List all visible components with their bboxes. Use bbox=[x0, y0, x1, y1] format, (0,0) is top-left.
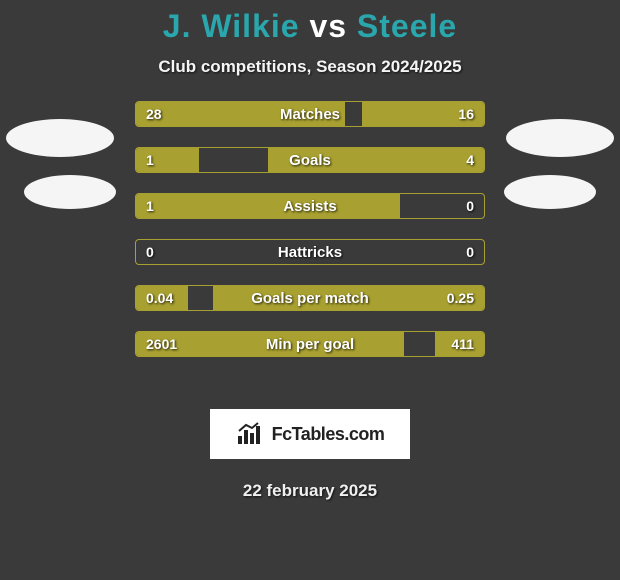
bar-right-fill bbox=[268, 148, 484, 172]
brand-text: FcTables.com bbox=[272, 424, 385, 445]
stat-value-left: 0 bbox=[146, 240, 154, 264]
player2-avatar-placeholder bbox=[506, 119, 614, 157]
brand-badge: FcTables.com bbox=[210, 409, 410, 459]
comparison-widget: J. Wilkie vs Steele Club competitions, S… bbox=[0, 0, 620, 501]
stat-row: 1Assists0 bbox=[135, 193, 485, 219]
bar-left-fill bbox=[136, 102, 345, 126]
player1-avatar-placeholder bbox=[6, 119, 114, 157]
bar-left-fill bbox=[136, 332, 404, 356]
date-text: 22 february 2025 bbox=[0, 481, 620, 501]
stat-row: 2601Min per goal411 bbox=[135, 331, 485, 357]
bars-container: 28Matches161Goals41Assists00Hattricks00.… bbox=[135, 101, 485, 377]
vs-text: vs bbox=[309, 8, 347, 44]
player1-club-placeholder bbox=[24, 175, 116, 209]
title: J. Wilkie vs Steele bbox=[0, 8, 620, 45]
chart-area: 28Matches161Goals41Assists00Hattricks00.… bbox=[0, 119, 620, 399]
bar-right-fill bbox=[362, 102, 484, 126]
bar-left-fill bbox=[136, 194, 400, 218]
bar-left-fill bbox=[136, 286, 188, 310]
bar-left-fill bbox=[136, 148, 199, 172]
brand-chart-icon bbox=[236, 422, 266, 446]
bar-right-fill bbox=[213, 286, 484, 310]
stat-row: 1Goals4 bbox=[135, 147, 485, 173]
stat-value-right: 0 bbox=[466, 194, 474, 218]
bar-right-fill bbox=[435, 332, 484, 356]
stat-value-right: 0 bbox=[466, 240, 474, 264]
stat-row: 0Hattricks0 bbox=[135, 239, 485, 265]
player1-name: J. Wilkie bbox=[163, 8, 300, 44]
stat-category: Hattricks bbox=[136, 240, 484, 264]
player2-name: Steele bbox=[357, 8, 457, 44]
stat-row: 28Matches16 bbox=[135, 101, 485, 127]
stat-row: 0.04Goals per match0.25 bbox=[135, 285, 485, 311]
subtitle: Club competitions, Season 2024/2025 bbox=[0, 57, 620, 77]
player2-club-placeholder bbox=[504, 175, 596, 209]
